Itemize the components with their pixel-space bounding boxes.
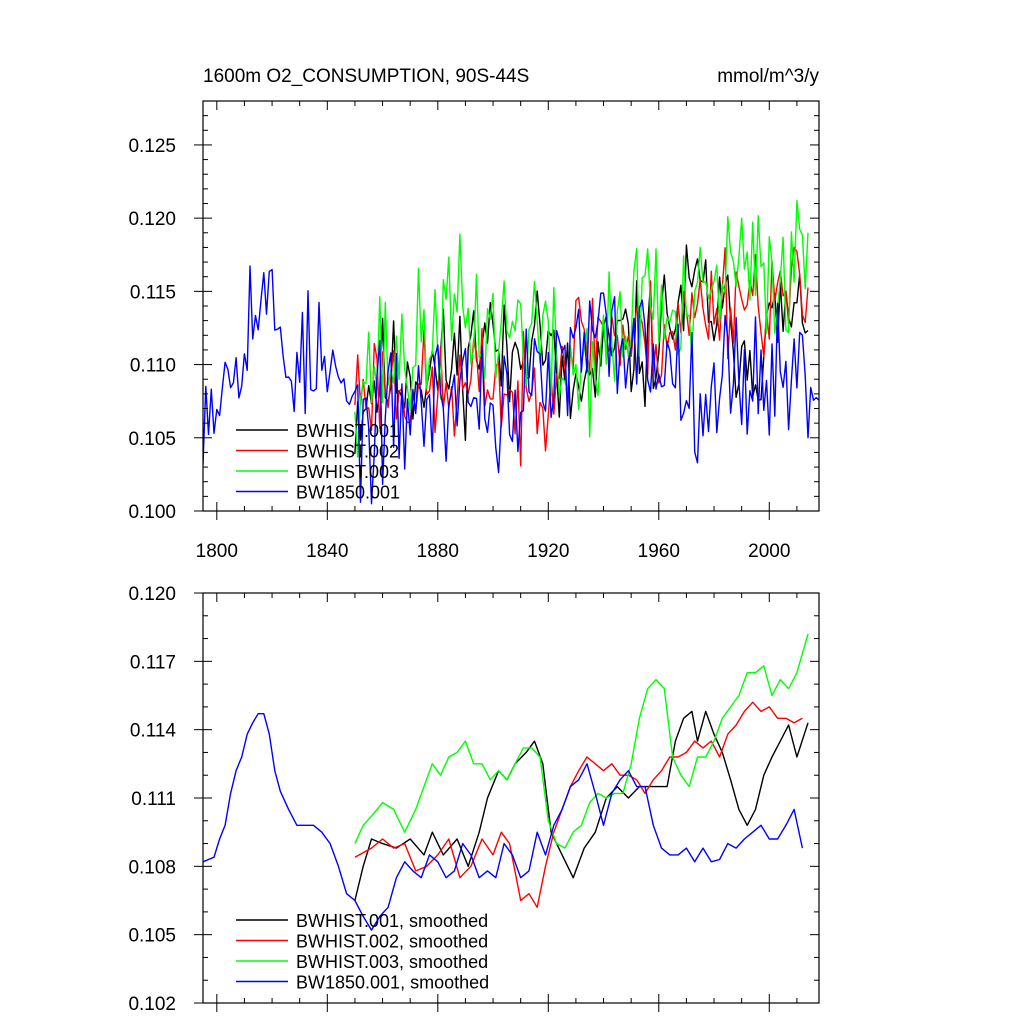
legend-label: BW1850.001, smoothed bbox=[296, 973, 489, 993]
legend-label: BWHIST.002 bbox=[296, 442, 399, 462]
y-tick-label: 0.111 bbox=[131, 789, 176, 810]
y-tick-label: 0.120 bbox=[128, 209, 176, 230]
series-line-bw1850-001 bbox=[203, 265, 819, 505]
legend-label: BWHIST.001 bbox=[296, 421, 399, 441]
top-series-group bbox=[203, 199, 819, 505]
legend-label: BWHIST.003, smoothed bbox=[296, 952, 488, 972]
bottom-axis-ticks: 0.102 0.105 0.108 0.111 0.114 0.117 0.120 bbox=[128, 584, 819, 1015]
y-tick-label: 0.100 bbox=[128, 502, 176, 523]
bottom-plot-frame bbox=[202, 592, 820, 1004]
bottom-series-group bbox=[203, 633, 809, 931]
top-units: mmol/m^3/y bbox=[717, 66, 819, 87]
y-tick-label: 0.108 bbox=[128, 857, 176, 878]
x-tick-label: 1920 bbox=[527, 541, 569, 562]
y-tick-label: 0.125 bbox=[128, 136, 176, 157]
y-tick-label: 0.110 bbox=[130, 356, 176, 377]
top-title: 1600m O2_CONSUMPTION, 90S-44S bbox=[203, 66, 529, 87]
y-tick-label: 0.105 bbox=[128, 926, 176, 947]
series-line-bwhist-003-smoothed bbox=[354, 633, 809, 849]
legend-label: BW1850.001 bbox=[296, 483, 400, 503]
legend-label: BWHIST.003 bbox=[296, 462, 399, 482]
y-tick-label: 0.105 bbox=[128, 429, 176, 450]
x-tick-label: 2000 bbox=[748, 541, 790, 562]
x-tick-label: 1880 bbox=[417, 541, 459, 562]
y-tick-label: 0.102 bbox=[128, 994, 176, 1015]
y-tick-label: 0.117 bbox=[130, 652, 176, 673]
legend-label: BWHIST.002, smoothed bbox=[296, 932, 488, 952]
bottom-panel: 0.102 0.105 0.108 0.111 0.114 0.117 0.120 BWHI… bbox=[128, 584, 820, 1015]
top-axis-ticks: 1800 1840 1880 1920 1960 2000 0.100 0.105 0.110 0… bbox=[128, 100, 819, 562]
series-line-bwhist-002-smoothed bbox=[354, 701, 803, 908]
series-line-bw1850-001-smoothed bbox=[203, 713, 804, 931]
y-tick-label: 0.120 bbox=[128, 584, 176, 605]
series-line-bwhist-001 bbox=[354, 244, 809, 455]
top-panel: 1600m O2_CONSUMPTION, 90S-44S mmol/m^3/y… bbox=[128, 66, 820, 562]
legend-label: BWHIST.001, smoothed bbox=[296, 911, 488, 931]
top-plot-frame bbox=[202, 100, 820, 512]
x-tick-label: 1840 bbox=[306, 541, 348, 562]
x-tick-label: 1960 bbox=[638, 541, 680, 562]
x-tick-label: 1800 bbox=[196, 541, 238, 562]
y-tick-label: 0.114 bbox=[130, 721, 177, 742]
y-tick-label: 0.115 bbox=[130, 282, 176, 303]
series-line-bwhist-002 bbox=[354, 246, 809, 467]
